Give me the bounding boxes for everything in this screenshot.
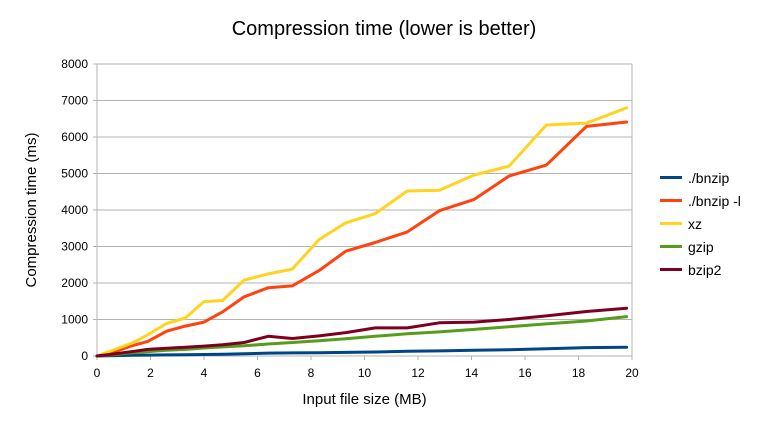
series-line [95,345,629,358]
series-line [95,106,629,358]
x-tick-label: 2 [147,366,154,380]
legend-item: gzip [660,235,741,258]
legend-swatch [660,199,682,202]
y-tick-label: 3000 [61,240,88,254]
x-tick-label: 14 [465,366,479,380]
y-tick-label: 8000 [61,57,88,71]
legend-item: ./bnzip [660,166,741,189]
x-tick-label: 20 [625,366,639,380]
legend-swatch [660,222,682,225]
legend-label: ./bnzip [688,169,730,186]
legend-item: bzip2 [660,258,741,281]
chart-title: Compression time (lower is better) [231,18,537,40]
y-tick-label: 6000 [61,130,88,144]
x-tick-label: 16 [518,366,532,380]
y-axis-label: Compression time (ms) [23,132,40,287]
x-tick-label: 10 [358,366,372,380]
legend-swatch [660,268,682,271]
x-tick-label: 12 [411,366,425,380]
legend-item: xz [660,212,741,235]
y-tick-label: 2000 [61,276,88,290]
y-tick-label: 4000 [61,203,88,217]
chart-legend: ./bnzip ./bnzip -l xz gzip bzip2 [660,166,741,281]
legend-label: gzip [688,238,714,255]
legend-label: bzip2 [688,261,722,278]
x-tick-label: 0 [94,366,101,380]
legend-swatch [660,176,682,179]
x-tick-label: 8 [308,366,315,380]
series-line [95,306,629,358]
x-axis-label: Input file size (MB) [302,391,426,408]
legend-item: ./bnzip -l [660,189,741,212]
series-line [95,120,629,358]
series-line [95,315,629,358]
x-tick-label: 4 [201,366,208,380]
legend-label: ./bnzip -l [688,192,741,209]
x-tick-label: 18 [572,366,586,380]
legend-swatch [660,245,682,248]
y-tick-label: 7000 [61,94,88,108]
legend-label: xz [688,215,702,232]
y-tick-label: 5000 [61,167,88,181]
x-tick-label: 6 [254,366,261,380]
y-tick-label: 1000 [61,313,88,327]
y-tick-label: 0 [81,349,88,363]
